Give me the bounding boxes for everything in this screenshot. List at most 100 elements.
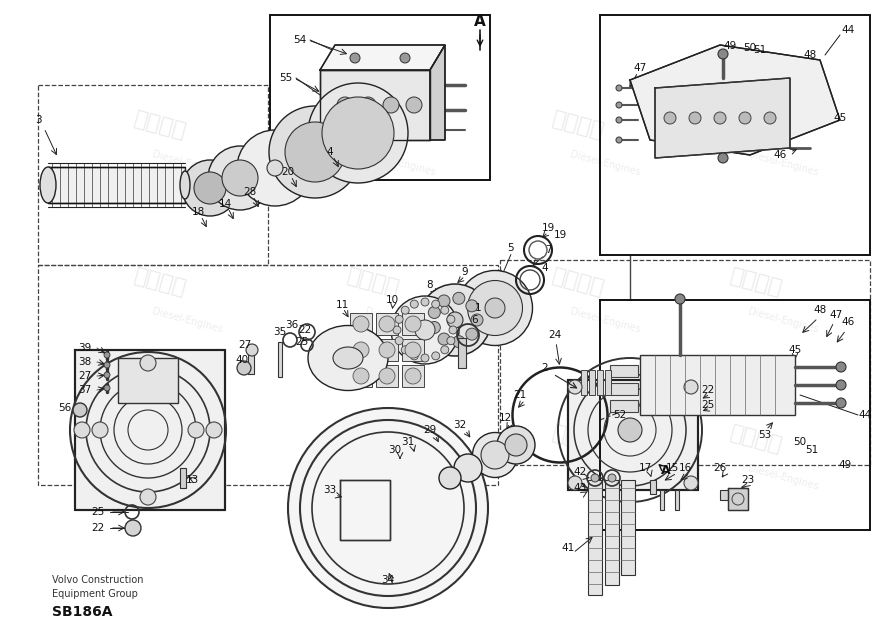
Text: 11: 11 [336, 300, 349, 310]
Ellipse shape [180, 171, 190, 199]
Text: Diesel-Engines: Diesel-Engines [150, 306, 223, 335]
Bar [500, 260, 870, 465]
Circle shape [125, 520, 141, 536]
Text: 紫发动力: 紫发动力 [132, 423, 189, 456]
Ellipse shape [439, 467, 461, 489]
Circle shape [471, 314, 483, 326]
Circle shape [675, 294, 685, 304]
Circle shape [591, 474, 599, 482]
Circle shape [73, 403, 87, 417]
Text: 24: 24 [548, 330, 562, 340]
Text: 53: 53 [758, 430, 772, 440]
Polygon shape [655, 78, 790, 158]
Circle shape [353, 316, 369, 332]
Text: 46: 46 [773, 150, 787, 160]
Text: A: A [474, 14, 486, 30]
Text: 44: 44 [858, 410, 871, 420]
Text: Equipment Group: Equipment Group [52, 589, 138, 599]
Text: 22: 22 [701, 385, 715, 395]
Ellipse shape [222, 160, 258, 196]
Circle shape [237, 361, 251, 375]
Circle shape [104, 362, 110, 368]
Text: A: A [661, 463, 671, 477]
Text: Diesel-Engines: Diesel-Engines [569, 463, 642, 492]
Bar [605, 370, 611, 395]
Ellipse shape [267, 160, 283, 176]
Text: 4: 4 [327, 147, 334, 157]
Bar [650, 480, 656, 494]
Circle shape [92, 422, 108, 438]
Text: 15: 15 [666, 463, 679, 473]
Text: 29: 29 [424, 425, 437, 435]
Text: 47: 47 [634, 63, 647, 73]
Circle shape [616, 102, 622, 108]
Circle shape [353, 368, 369, 384]
Text: SB186A: SB186A [52, 605, 112, 619]
Ellipse shape [40, 167, 56, 203]
Text: Volvo Construction: Volvo Construction [52, 575, 143, 585]
Text: 42: 42 [573, 467, 587, 477]
Polygon shape [320, 70, 430, 140]
Circle shape [438, 295, 450, 307]
Text: 5: 5 [506, 243, 514, 253]
Circle shape [104, 372, 110, 378]
Circle shape [616, 117, 622, 123]
Text: 6: 6 [472, 315, 478, 325]
Bar [270, 15, 490, 180]
Text: 紫发动力: 紫发动力 [728, 109, 785, 142]
Text: 紫发动力: 紫发动力 [132, 266, 189, 299]
Bar [118, 358, 178, 403]
Text: 50: 50 [743, 43, 756, 53]
Circle shape [618, 418, 642, 442]
Text: Diesel-Engines: Diesel-Engines [747, 306, 820, 335]
Text: 44: 44 [841, 25, 854, 35]
Ellipse shape [454, 454, 482, 482]
Text: 19: 19 [554, 230, 567, 240]
Ellipse shape [237, 130, 313, 206]
Text: 23: 23 [741, 475, 755, 485]
Ellipse shape [269, 106, 361, 198]
Ellipse shape [285, 122, 345, 182]
Polygon shape [75, 350, 225, 510]
Bar [640, 355, 795, 415]
Text: 51: 51 [805, 445, 819, 455]
Ellipse shape [419, 284, 491, 356]
Text: 32: 32 [453, 420, 466, 430]
Circle shape [401, 306, 409, 314]
Polygon shape [320, 45, 445, 70]
Circle shape [447, 312, 463, 328]
Circle shape [350, 53, 360, 63]
Text: 紫发动力: 紫发动力 [550, 109, 607, 142]
Text: 27: 27 [239, 340, 252, 350]
Bar [38, 265, 498, 485]
Circle shape [441, 306, 449, 314]
Text: 48: 48 [804, 50, 817, 60]
Text: 20: 20 [281, 167, 295, 177]
Circle shape [449, 326, 457, 334]
Circle shape [441, 346, 449, 354]
Circle shape [684, 380, 698, 394]
Circle shape [684, 476, 698, 490]
Text: 21: 21 [514, 390, 527, 400]
Text: 8: 8 [426, 280, 433, 290]
Polygon shape [568, 380, 698, 490]
Ellipse shape [485, 298, 505, 318]
Text: 紫发动力: 紫发动力 [345, 423, 402, 456]
Text: 50: 50 [794, 437, 806, 447]
Text: 51: 51 [753, 45, 766, 55]
Bar [402, 365, 424, 387]
Bar [248, 352, 254, 374]
Circle shape [836, 398, 846, 408]
Text: 28: 28 [243, 187, 256, 197]
Circle shape [379, 316, 395, 332]
Circle shape [246, 344, 258, 356]
Circle shape [447, 337, 455, 345]
Text: Diesel-Engines: Diesel-Engines [569, 306, 642, 335]
Text: Diesel-Engines: Diesel-Engines [150, 149, 223, 178]
Ellipse shape [457, 271, 532, 345]
Text: 47: 47 [829, 310, 843, 320]
Ellipse shape [497, 426, 535, 464]
Ellipse shape [415, 320, 435, 340]
Text: 43: 43 [573, 483, 587, 493]
Circle shape [718, 49, 728, 59]
